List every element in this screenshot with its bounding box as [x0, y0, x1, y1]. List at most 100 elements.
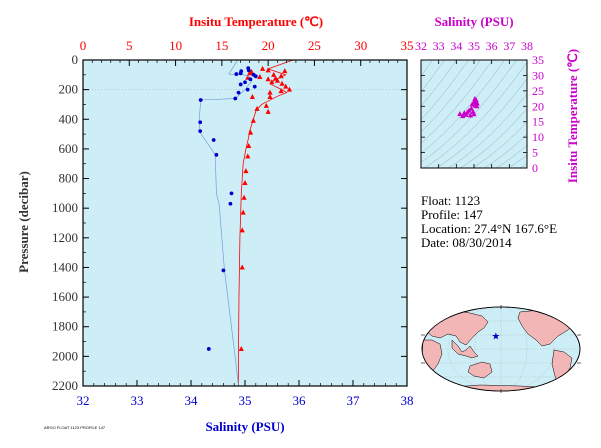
- temperature-point: [250, 117, 256, 123]
- salinity-point: [238, 82, 243, 87]
- density-contour: [421, 60, 493, 144]
- density-contour: [435, 78, 527, 168]
- ts-salinity-tick-label: 34: [450, 39, 462, 53]
- footer-note: ARGO FLOAT 1123 PROFILE 147: [44, 425, 106, 430]
- salinity-tick-label: 37: [347, 393, 361, 408]
- ts-temperature-tick-label: 20: [532, 99, 544, 113]
- density-contours: [421, 60, 527, 168]
- ts-temperature-title: Insitu Temperature (℃): [565, 49, 580, 183]
- pressure-tick-label: 200: [59, 82, 79, 97]
- salinity-point: [243, 80, 247, 85]
- ts-salinity-tick-label: 32: [415, 39, 427, 53]
- salinity-point: [211, 138, 216, 142]
- star-icon: ★: [491, 332, 500, 343]
- salinity-point: [229, 191, 234, 196]
- ts-point: [457, 111, 463, 116]
- temperature-point: [243, 168, 249, 174]
- pressure-axis-title: Pressure (decibar): [16, 171, 31, 273]
- temperature-point: [245, 153, 251, 159]
- pressure-axis: 0 200 400 600 800 1000 1200 1400 1600 1800 2000 220…: [52, 52, 407, 393]
- profile-number: Profile: 147: [421, 207, 483, 222]
- pressure-tick-label: 2000: [52, 348, 78, 363]
- pressure-tick-label: 1200: [52, 230, 78, 245]
- pressure-tick-label: 600: [59, 141, 79, 156]
- temperature-tick-label: 30: [354, 38, 367, 53]
- ts-point: [460, 113, 466, 119]
- pressure-tick-label: 400: [59, 111, 79, 126]
- temperature-point: [238, 345, 244, 351]
- pressure-tick-label: 1000: [52, 200, 78, 215]
- salinity-point: [253, 74, 258, 79]
- temperature-point: [242, 179, 248, 185]
- ts-temperature-tick-label: 35: [532, 53, 544, 67]
- salinity-point: [239, 69, 244, 74]
- pressure-tick-label: 1400: [52, 259, 78, 274]
- salinity-series: [198, 60, 258, 387]
- density-contour: [447, 93, 527, 168]
- salinity-point: [252, 84, 257, 89]
- temperature-tick-label: 0: [80, 38, 87, 53]
- ts-temperature-tick-label: 0: [532, 161, 538, 175]
- salinity-point: [206, 347, 211, 351]
- density-contour-group: [421, 60, 527, 168]
- plot-area: [83, 60, 407, 386]
- profile-chart: 0 5 10 15 20 25 30 35 32 33 34 35 36 37 38 0 200 400 600…: [16, 14, 414, 434]
- salinity-point: [245, 87, 250, 92]
- temperature-axis: 0 5 10 15 20 25 30 35: [80, 38, 414, 66]
- temperature-point: [259, 65, 266, 71]
- temperature-point: [263, 102, 269, 108]
- salinity-point: [214, 152, 219, 157]
- float-info: Float: 1123 Profile: 147 Location: 27.4°…: [421, 194, 557, 250]
- float-id: Float: 1123: [421, 193, 481, 208]
- date: Date: 08/30/2014: [421, 235, 512, 250]
- ts-salinity-tick-label: 33: [433, 39, 445, 53]
- salinity-point: [221, 268, 226, 273]
- salinity-axis-title: Salinity (PSU): [205, 419, 284, 434]
- temperature-point: [239, 227, 245, 233]
- ts-temperature-tick-label: 30: [532, 68, 544, 82]
- ts-point: [471, 111, 477, 117]
- salinity-point: [248, 77, 253, 82]
- ts-point: [473, 97, 479, 103]
- temperature-point: [247, 129, 254, 135]
- temperature-point: [240, 209, 246, 215]
- ts-temperature-tick-label: 5: [532, 146, 538, 160]
- density-contour: [421, 60, 481, 133]
- temperature-point: [267, 89, 273, 95]
- temperature-axis-title: Insitu Temperature (℃): [189, 14, 323, 29]
- salinity-point: [198, 98, 203, 102]
- temperature-point: [271, 71, 277, 77]
- pressure-tick-label: 2200: [52, 378, 78, 393]
- location: Location: 27.4°N 167.6°E: [421, 221, 558, 236]
- ts-temperature-tick-label: 15: [532, 115, 544, 129]
- temperature-point: [265, 108, 271, 114]
- temperature-tick-label: 10: [169, 38, 182, 53]
- temperature-point: [239, 264, 245, 270]
- temperature-point: [265, 76, 271, 82]
- density-contour: [459, 108, 527, 168]
- ts-salinity-tick-label: 37: [503, 39, 515, 53]
- salinity-tick-label: 35: [239, 393, 252, 408]
- salinity-tick-label: 32: [77, 393, 90, 408]
- temperature-tick-label: 5: [126, 38, 133, 53]
- temperature-point: [282, 68, 288, 74]
- salinity-point: [198, 129, 203, 134]
- salinity-point: [236, 90, 241, 95]
- ts-point: [468, 105, 474, 111]
- density-contour: [423, 61, 527, 168]
- ts-point: [463, 111, 469, 117]
- salinity-line: [198, 60, 253, 387]
- pressure-tick-label: 1600: [52, 289, 78, 304]
- salinity-point: [233, 96, 238, 101]
- temperature-tick-label: 25: [308, 38, 321, 53]
- temperature-point: [241, 194, 247, 200]
- temperature-point: [283, 83, 289, 89]
- temperature-point: [278, 88, 284, 94]
- ts-salinity-tick-label: 36: [486, 39, 498, 53]
- salinity-tick-label: 38: [401, 393, 414, 408]
- temperature-point: [267, 94, 273, 100]
- ts-temperature-tick-label: 25: [532, 84, 544, 98]
